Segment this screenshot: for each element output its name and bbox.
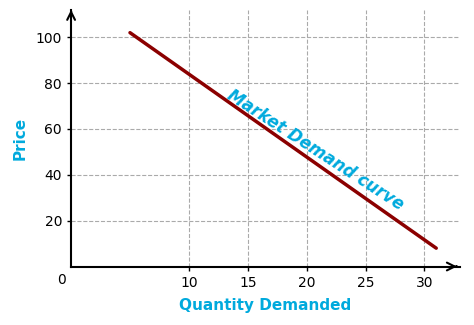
X-axis label: Quantity Demanded: Quantity Demanded <box>179 298 352 313</box>
Text: Market Demand curve: Market Demand curve <box>224 86 407 214</box>
Y-axis label: Price: Price <box>12 117 27 160</box>
Text: 0: 0 <box>57 273 66 287</box>
